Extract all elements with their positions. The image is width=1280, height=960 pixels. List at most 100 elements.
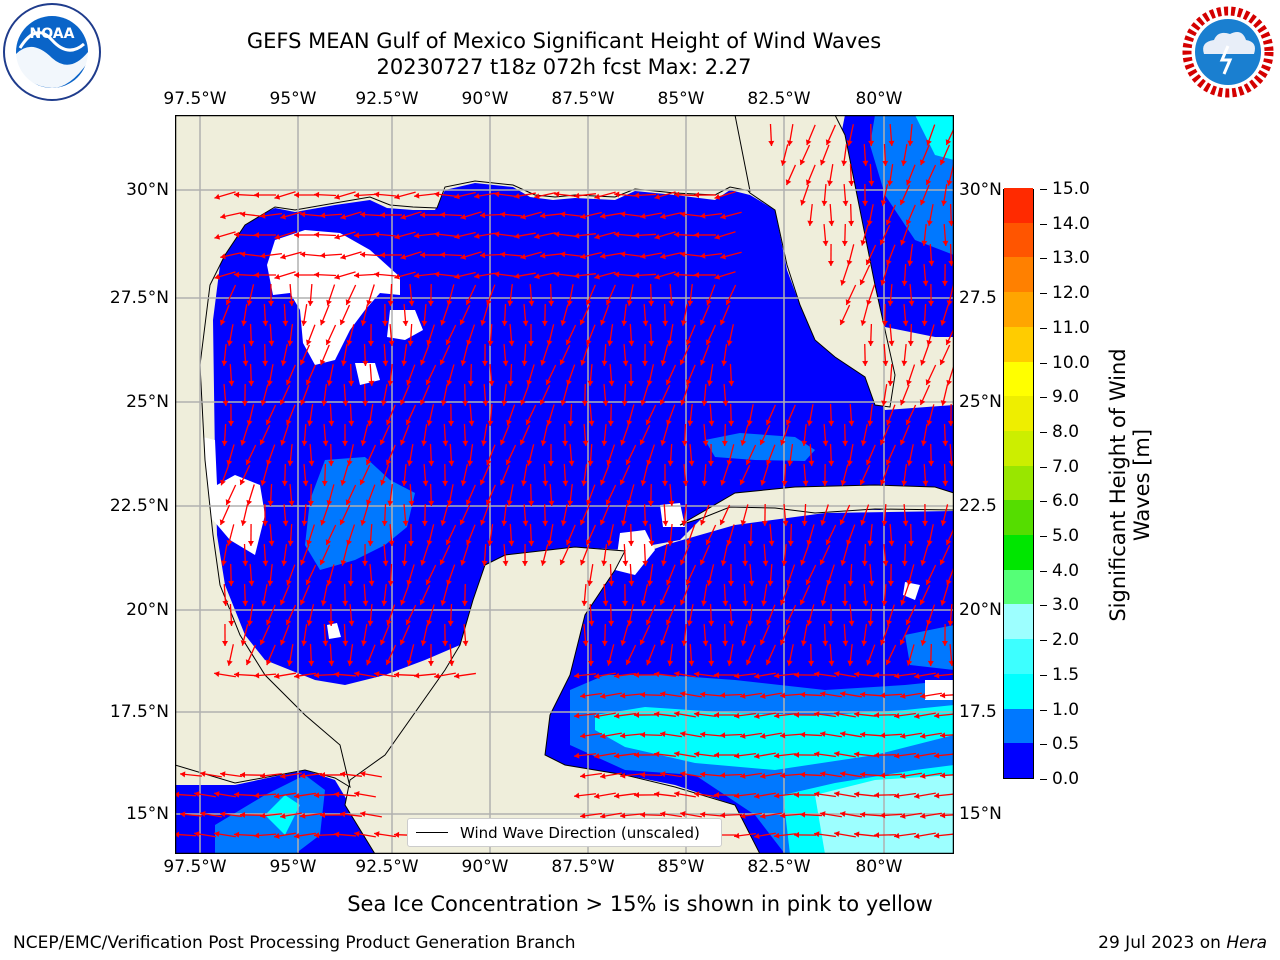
wind-arrow [246, 284, 255, 306]
wind-arrow [342, 583, 349, 607]
wind-arrow [926, 204, 934, 226]
wind-arrow [926, 124, 936, 146]
wind-arrow [399, 384, 410, 406]
wind-arrow [719, 692, 743, 699]
wind-arrow [407, 323, 414, 347]
wind-arrow [654, 791, 676, 798]
wind-arrow [699, 691, 723, 698]
wind-arrow [360, 424, 369, 446]
wind-arrow [845, 284, 857, 306]
wind-arrow [901, 464, 908, 486]
wind-arrow [839, 304, 851, 326]
wind-arrow [799, 811, 823, 818]
wind-arrow [559, 544, 571, 566]
wind-arrow [873, 752, 897, 759]
wind-arrow [520, 384, 530, 406]
wind-arrow [379, 624, 390, 646]
wind-arrow [694, 671, 716, 678]
wind-arrow [567, 484, 574, 506]
wind-arrow [285, 404, 296, 426]
wind-arrow [367, 404, 374, 426]
wind-arrow [805, 164, 816, 186]
wind-arrow [359, 464, 371, 486]
wind-arrow [359, 211, 383, 218]
wind-arrow [706, 564, 715, 586]
wind-arrow [620, 211, 642, 218]
wind-arrow [408, 483, 415, 507]
wind-arrow [421, 303, 428, 327]
wind-arrow [574, 232, 596, 239]
wind-arrow [645, 604, 656, 626]
wind-arrow [394, 231, 416, 240]
wind-arrow [480, 304, 489, 326]
lon-tick-top: 82.5°W [747, 89, 811, 109]
wind-arrow [459, 504, 471, 526]
wind-arrow [587, 564, 594, 586]
wind-arrow [522, 303, 529, 327]
wind-arrow [633, 232, 657, 239]
wind-arrow [902, 503, 909, 527]
wind-arrow [722, 383, 729, 407]
wind-arrow [766, 444, 776, 466]
wind-arrow [281, 463, 288, 487]
wind-arrow [294, 672, 316, 679]
wind-arrow [728, 603, 735, 627]
colorbar-tick: 0.5 [1039, 734, 1080, 755]
wind-arrow [702, 623, 709, 647]
wind-arrow [307, 483, 314, 507]
wind-arrow [926, 324, 935, 346]
wind-arrow [660, 691, 682, 698]
wind-arrow [940, 504, 949, 526]
wind-arrow [280, 812, 302, 819]
wind-arrow [408, 283, 415, 307]
colorbar-segment [1004, 638, 1033, 674]
wind-arrow [626, 604, 634, 626]
wind-arrow [465, 284, 477, 306]
wind-arrow [720, 211, 742, 220]
wind-arrow [765, 644, 776, 666]
wind-arrow [233, 791, 257, 798]
wind-arrow [853, 751, 877, 758]
wind-arrow [600, 812, 622, 819]
wind-arrow [859, 771, 883, 778]
wind-arrow [340, 211, 362, 220]
wind-arrow [406, 644, 415, 666]
wind-arrow [253, 832, 277, 839]
wind-arrow [521, 464, 528, 486]
wind-arrow [380, 464, 390, 486]
wind-arrow [426, 524, 435, 546]
wind-arrow [394, 271, 416, 280]
wind-arrow [354, 791, 376, 798]
wind-arrow [573, 792, 597, 799]
wind-arrow [466, 324, 476, 346]
wind-arrow [448, 643, 455, 667]
wind-arrow [713, 752, 737, 759]
wind-arrow [526, 364, 535, 386]
colorbar-tick: 10.0 [1040, 352, 1090, 373]
wind-arrow [734, 832, 756, 839]
wind-arrow [279, 584, 290, 606]
wind-arrow [482, 383, 489, 407]
wind-arrow [920, 624, 929, 646]
wind-arrow [507, 363, 514, 387]
wind-arrow [826, 564, 835, 586]
colorbar-segment [1004, 187, 1033, 223]
wind-arrow [233, 231, 257, 238]
wind-arrow [439, 544, 451, 566]
wind-arrow [574, 272, 596, 279]
wind-arrow [259, 424, 271, 446]
wind-arrow [528, 523, 535, 547]
wind-arrow [639, 811, 663, 818]
wind-arrow [487, 524, 494, 546]
wind-arrow [887, 164, 894, 186]
wind-arrow [868, 563, 875, 587]
wind-arrow [233, 271, 257, 278]
wind-arrow [228, 563, 235, 587]
wind-arrow [739, 464, 751, 486]
wind-arrow [499, 424, 510, 446]
wind-arrow [942, 463, 949, 487]
wind-arrow [488, 363, 495, 387]
wind-arrow [622, 343, 629, 367]
wind-arrow [534, 271, 556, 280]
lat-tick-right: 22.5 [959, 496, 997, 516]
